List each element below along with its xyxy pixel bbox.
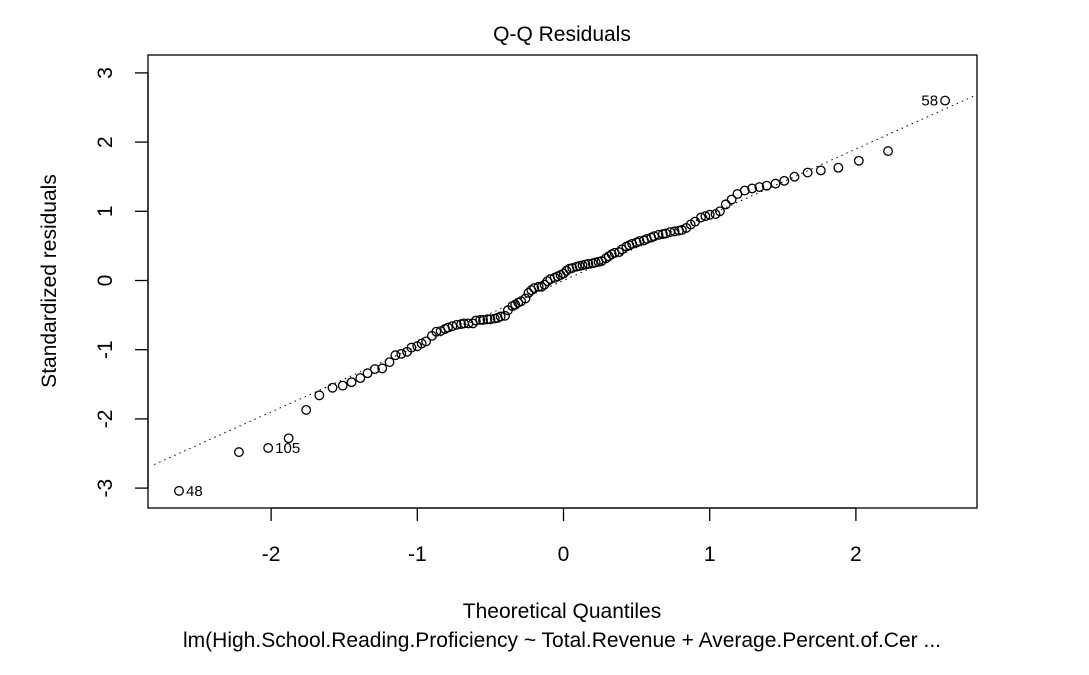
data-point: [883, 146, 894, 157]
data-point: [614, 247, 625, 258]
y-tick-label: 2: [94, 136, 117, 148]
data-point: [263, 443, 274, 453]
data-point: [669, 226, 680, 237]
data-point: [495, 311, 506, 322]
data-point: [233, 447, 244, 458]
points-layer: [174, 95, 951, 496]
data-point: [396, 348, 407, 359]
data-point: [815, 165, 826, 176]
data-point: [789, 171, 800, 182]
y-tick-label: 1: [94, 205, 117, 217]
data-point: [301, 404, 312, 415]
data-point: [770, 178, 781, 189]
data-point: [539, 279, 550, 290]
data-point: [558, 268, 569, 279]
point-label: 105: [275, 440, 300, 457]
data-point: [327, 382, 338, 393]
data-point: [653, 229, 664, 240]
data-point: [634, 236, 645, 247]
point-label: 58: [921, 93, 938, 110]
data-point: [561, 265, 572, 276]
data-point: [754, 182, 765, 193]
data-point: [940, 95, 951, 106]
data-point: [583, 258, 594, 269]
data-point: [478, 314, 489, 325]
y-tick-label: -3: [94, 479, 117, 498]
point-labels: 58 105 48: [186, 93, 938, 500]
x-tick-label: -1: [408, 543, 427, 566]
data-point: [500, 310, 510, 321]
data-point: [520, 293, 531, 304]
data-point: [470, 315, 481, 326]
data-point: [482, 314, 493, 325]
data-point: [720, 199, 731, 210]
data-point: [384, 357, 395, 368]
data-point: [714, 206, 725, 217]
y-tick-label: 0: [94, 275, 117, 287]
model-subtitle: lm(High.School.Reading.Proficiency ~ Tot…: [183, 629, 941, 652]
data-point: [533, 281, 544, 292]
y-axis-label: Standardized residuals: [38, 174, 61, 388]
data-point: [536, 281, 547, 292]
data-point: [523, 288, 534, 298]
data-point: [362, 368, 373, 379]
x-axis: -2 -1 0 1 2: [262, 507, 862, 566]
x-tick-label: 2: [850, 543, 862, 566]
data-point: [451, 319, 462, 330]
data-point: [567, 263, 578, 273]
data-point: [833, 162, 844, 173]
reference-line: [153, 94, 977, 466]
data-point: [174, 485, 184, 496]
data-point: [421, 336, 432, 347]
x-tick-label: 1: [704, 543, 716, 566]
x-tick-label: -2: [262, 543, 281, 566]
data-point: [355, 373, 366, 384]
x-axis-label: Theoretical Quantiles: [463, 600, 661, 623]
data-point: [779, 175, 790, 186]
data-point: [802, 167, 813, 178]
data-point: [485, 314, 496, 325]
data-point: [747, 183, 758, 194]
data-point: [369, 364, 380, 375]
data-point: [283, 433, 294, 444]
data-point: [390, 350, 401, 361]
y-tick-label: -2: [94, 410, 117, 429]
data-point: [475, 314, 486, 325]
y-axis: -3 -2 -1 0 1 2 3: [94, 67, 149, 498]
data-point: [726, 194, 737, 205]
data-point: [695, 212, 706, 223]
data-point: [704, 209, 715, 220]
point-label: 48: [186, 483, 203, 500]
data-point: [431, 326, 442, 337]
data-point: [529, 283, 540, 294]
plot-frame: [147, 54, 978, 509]
y-tick-label: 3: [94, 67, 117, 79]
chart-title: Q-Q Residuals: [493, 23, 631, 46]
data-point: [853, 155, 864, 166]
x-tick-label: 0: [558, 543, 570, 566]
data-point: [377, 363, 388, 374]
data-point: [700, 211, 711, 222]
data-point: [337, 380, 348, 391]
y-tick-label: -1: [94, 340, 117, 359]
data-point: [346, 377, 357, 388]
data-point: [739, 185, 750, 196]
data-point: [443, 322, 453, 333]
data-point: [314, 390, 325, 401]
data-point: [406, 342, 417, 353]
